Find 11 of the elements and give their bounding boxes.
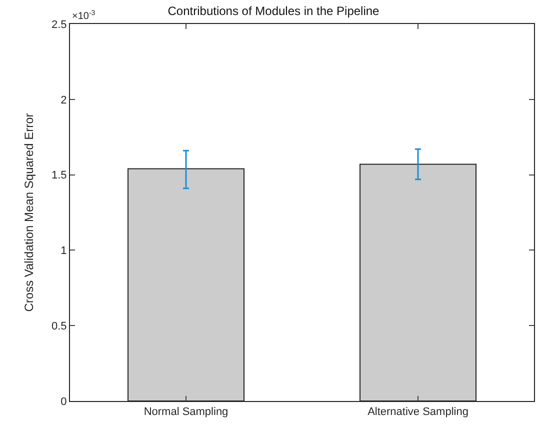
text: ×10$^{-3}$: [72, 10, 96, 22]
y-tick-label: 2: [60, 94, 67, 106]
y-tick-label: 2.5: [52, 18, 67, 31]
y-tick-label: 0.5: [52, 320, 67, 332]
chart-title: Contributions of Modules in the Pipeline: [168, 4, 380, 18]
y-tick-label: 1: [60, 245, 67, 258]
y-tick-label: 1.5: [52, 170, 67, 182]
y-axis-title: Cross Validation Mean Squared Error: [22, 113, 36, 312]
y-tick-label: 0: [60, 396, 67, 408]
x-tick-label: Alternative Sampling: [368, 406, 468, 418]
x-tick-label: Normal Sampling: [144, 406, 228, 418]
